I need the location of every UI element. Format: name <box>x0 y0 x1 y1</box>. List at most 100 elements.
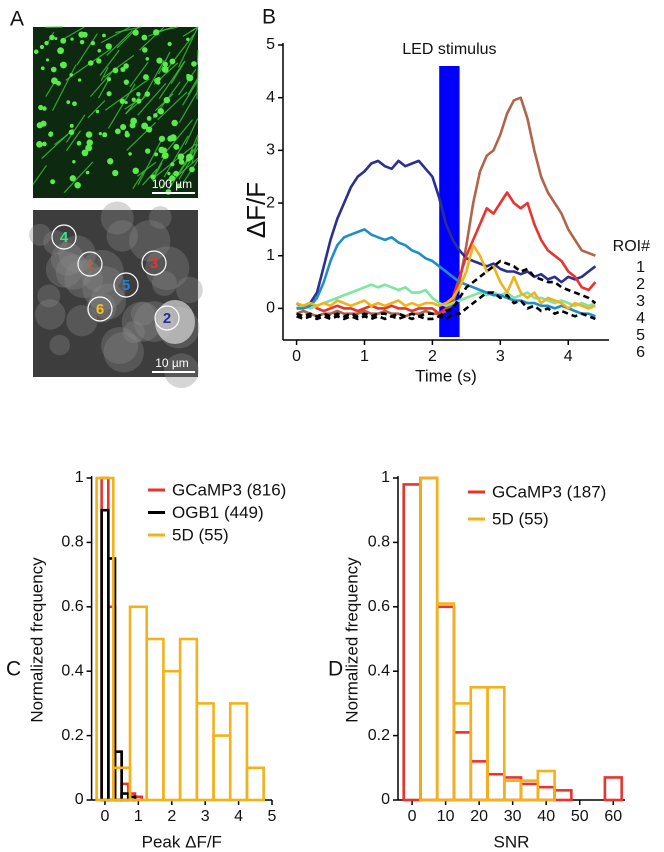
cell <box>161 66 169 73</box>
cell <box>141 34 148 41</box>
neurite <box>51 64 77 111</box>
cell <box>44 40 49 46</box>
cell <box>186 153 193 161</box>
cell <box>90 40 96 46</box>
cell <box>153 29 160 36</box>
cell <box>54 37 58 41</box>
histogram-bar <box>603 776 623 802</box>
neurite <box>178 68 197 96</box>
cell <box>40 66 45 71</box>
scale-label: 10 µm <box>155 356 189 370</box>
cell <box>170 162 175 167</box>
cell <box>129 122 136 129</box>
cell <box>85 170 90 175</box>
cell <box>34 299 66 330</box>
cell <box>107 158 114 165</box>
neurite <box>76 33 98 66</box>
neurite <box>182 79 199 106</box>
neurite <box>99 49 120 76</box>
cell <box>130 301 155 326</box>
cell <box>150 174 156 180</box>
y-tick-label: 1 <box>75 469 84 486</box>
cell <box>167 171 171 176</box>
cell <box>186 37 190 41</box>
cell <box>97 48 102 53</box>
cell <box>69 175 76 182</box>
cell <box>68 129 75 136</box>
image-texture <box>29 201 203 389</box>
stimulus-bar <box>439 66 460 337</box>
cell <box>189 166 195 173</box>
cell <box>123 79 130 85</box>
cell <box>102 132 108 138</box>
y-tick-label: 4 <box>266 89 275 106</box>
cell <box>131 97 136 102</box>
cell <box>112 67 119 74</box>
cell <box>163 96 171 104</box>
cell <box>123 63 129 69</box>
neurite <box>163 135 189 178</box>
y-tick-label: 0.8 <box>61 534 83 551</box>
roi-label: 1 <box>86 256 94 273</box>
cell <box>60 37 67 44</box>
legend-title: ROI# <box>613 238 650 255</box>
neurite <box>54 134 69 146</box>
cell <box>121 301 162 342</box>
neurite <box>65 130 82 151</box>
cell <box>142 74 149 81</box>
cell <box>144 91 151 97</box>
image-texture <box>32 26 199 195</box>
cell <box>169 58 176 65</box>
neurite <box>32 164 48 185</box>
y-tick-label: 0.4 <box>61 662 83 679</box>
roi-label: 2 <box>163 310 171 327</box>
histogram-bar <box>452 731 473 802</box>
neurite <box>60 26 85 41</box>
neurite <box>154 93 174 112</box>
neurite <box>89 70 114 97</box>
neurite <box>178 26 199 68</box>
cell <box>157 108 165 115</box>
roi-label: 3 <box>150 255 158 272</box>
cell <box>151 270 177 296</box>
cell <box>56 80 61 86</box>
cell <box>78 31 85 38</box>
data-line <box>296 259 597 318</box>
cell <box>158 135 166 142</box>
cell <box>146 116 152 121</box>
data-line <box>296 228 596 318</box>
cell <box>107 77 112 82</box>
y-axis-label: Normalized frequency <box>27 557 46 723</box>
neurite <box>104 78 150 111</box>
cell <box>39 44 45 50</box>
cell <box>148 206 172 229</box>
cell <box>153 113 158 118</box>
cell <box>42 141 47 147</box>
neurite <box>157 91 188 121</box>
roi-label: 5 <box>122 277 130 294</box>
cell <box>100 201 134 235</box>
cell <box>49 34 55 41</box>
cell <box>64 259 103 299</box>
x-tick-label: 0 <box>101 808 110 825</box>
cell <box>98 132 102 136</box>
legend-entry: 5D (55) <box>492 509 549 528</box>
neurite <box>137 82 167 116</box>
cell <box>45 58 50 62</box>
legend-entry: GCaMP3 (816) <box>172 480 286 499</box>
x-axis-label: Peak ΔF/F <box>142 832 222 851</box>
y-tick-label: 0 <box>75 791 84 808</box>
cell <box>50 66 57 73</box>
histogram-bar <box>435 602 456 802</box>
cell <box>154 77 160 84</box>
cell <box>132 167 139 175</box>
neurite <box>65 114 86 143</box>
cell <box>169 175 176 182</box>
cell <box>42 106 47 111</box>
cell <box>129 220 171 262</box>
cell <box>66 305 98 337</box>
neurite <box>142 168 158 186</box>
y-axis-label: Normalized frequency <box>342 557 361 723</box>
y-tick-label: 0 <box>381 791 390 808</box>
cell <box>161 147 168 153</box>
